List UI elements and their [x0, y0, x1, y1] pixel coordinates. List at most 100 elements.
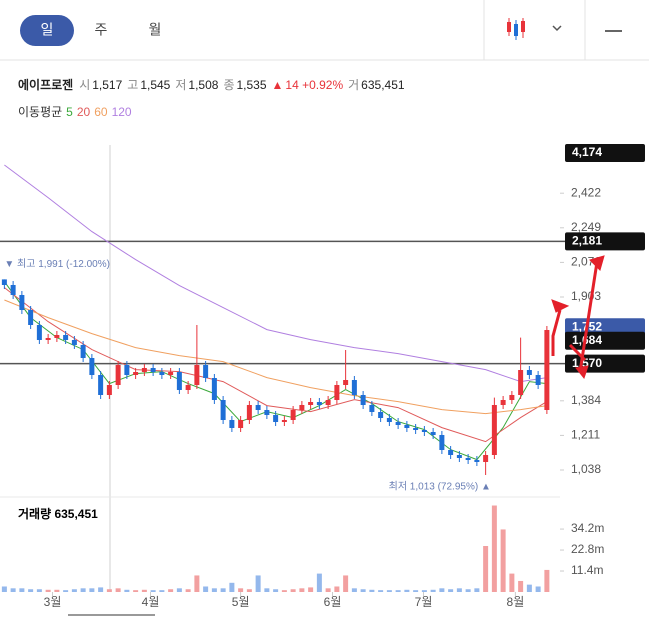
field-value: 1,508 [188, 78, 219, 92]
candle-body [378, 412, 384, 418]
field-value: 1,545 [140, 78, 171, 92]
candle-body [281, 420, 287, 422]
candle-body [185, 385, 191, 390]
volume-bar [404, 589, 410, 592]
volume-bar [343, 575, 349, 592]
chart-type-icon[interactable] [507, 18, 525, 40]
candle-body [491, 405, 497, 455]
volume-bar [290, 589, 296, 592]
legend-entry: 120 [111, 105, 132, 119]
volume-bar [308, 587, 314, 592]
volume-bar [360, 589, 366, 592]
candle-body [500, 400, 506, 405]
candle-body [439, 435, 445, 450]
field-value: 635,451 [361, 78, 405, 92]
volume-bar [1, 586, 7, 592]
volume-bar [141, 589, 147, 592]
y-tick-label: 2,076 [571, 255, 601, 269]
volume-bar [535, 586, 541, 592]
volume-bar [281, 590, 287, 592]
stock-name: 에이프로젠 [18, 78, 74, 92]
volume-bar [246, 589, 252, 592]
volume-bar [203, 586, 209, 592]
candle-body [1, 279, 7, 285]
volume-bar [421, 590, 427, 592]
candle-body [483, 455, 489, 462]
tab[interactable]: 주 [95, 22, 108, 38]
price-badge-label: 1,684 [572, 333, 602, 347]
candle-body [299, 405, 305, 410]
x-tick-label: 6월 [324, 595, 342, 609]
candle-body [203, 365, 209, 378]
volume-bar [395, 590, 401, 592]
x-tick-label: 8월 [507, 595, 525, 609]
candle-body [395, 422, 401, 425]
volume-bar [483, 546, 489, 592]
stock-header: 에이프로젠 시 1,517 고 1,545 저 1,508 종 1,535 ▲ 14 +0.92% 거… [18, 76, 410, 93]
volume-bar [316, 573, 322, 592]
candle-body [220, 400, 226, 420]
price-badge [565, 144, 645, 162]
legend-title: 이동평균 [18, 105, 63, 119]
y-tick-label: 1,903 [571, 289, 601, 303]
tab-active-bg [20, 15, 74, 46]
volume-bar [63, 590, 69, 592]
volume-bar [544, 569, 550, 592]
tab[interactable]: 월 [149, 22, 162, 38]
tab[interactable]: 일 [41, 22, 54, 38]
candle-body [325, 400, 331, 405]
volume-bar [185, 589, 191, 592]
legend-entry: 60 [94, 105, 108, 119]
volume-bar [133, 590, 139, 592]
y-tick-label: 1,384 [571, 393, 601, 407]
field-value: 1,535 [236, 78, 267, 92]
volume-bar [45, 589, 51, 592]
candle-body [316, 402, 322, 405]
y-tick-label: 1,211 [571, 428, 600, 442]
price-badge [565, 232, 645, 251]
volume-bar [98, 587, 104, 592]
volume-bar [430, 589, 436, 592]
dropdown-chevron[interactable] [552, 25, 562, 32]
y-tick-label: 2,422 [571, 185, 601, 199]
ma-line [4, 287, 548, 443]
volume-bar [351, 588, 357, 592]
ma-legend: 이동평균 5 20 60 120 [18, 103, 136, 120]
candle-body [369, 405, 375, 412]
volume-bar [89, 588, 95, 592]
candle-body [36, 325, 42, 340]
volume-bar [518, 580, 524, 592]
volume-bar [19, 588, 25, 592]
candle-body [308, 402, 314, 405]
volume-bar [211, 588, 217, 592]
candle-body [246, 405, 252, 420]
candle-body [404, 425, 410, 428]
candle-body [54, 335, 60, 338]
candle-body [63, 335, 69, 340]
x-tick-label: 7월 [415, 595, 433, 609]
volume-bar [378, 590, 384, 592]
candle-body [124, 365, 130, 375]
volume-bar [264, 588, 270, 592]
volume-bar [369, 589, 375, 592]
ma-line [4, 164, 547, 383]
volume-bar [106, 589, 112, 592]
volume-label: 거래량 635,451 [18, 506, 98, 521]
field-label: 시 [79, 78, 91, 92]
volume-bar [150, 590, 156, 592]
candle-body [98, 375, 104, 395]
candle-body [238, 420, 244, 428]
volume-bar [439, 588, 445, 592]
candle-body [211, 378, 217, 400]
y-tick-label: 2,249 [571, 220, 601, 234]
candle-body [80, 345, 86, 358]
volume-bar [474, 588, 480, 592]
volume-bar [299, 588, 305, 592]
y-tick-label: 1,038 [571, 462, 601, 476]
v-tick-label: 34.2m [571, 521, 604, 535]
volume-bar [386, 590, 392, 592]
volume-bar [159, 590, 165, 592]
candle-body [290, 410, 296, 420]
candle-body [133, 372, 139, 375]
